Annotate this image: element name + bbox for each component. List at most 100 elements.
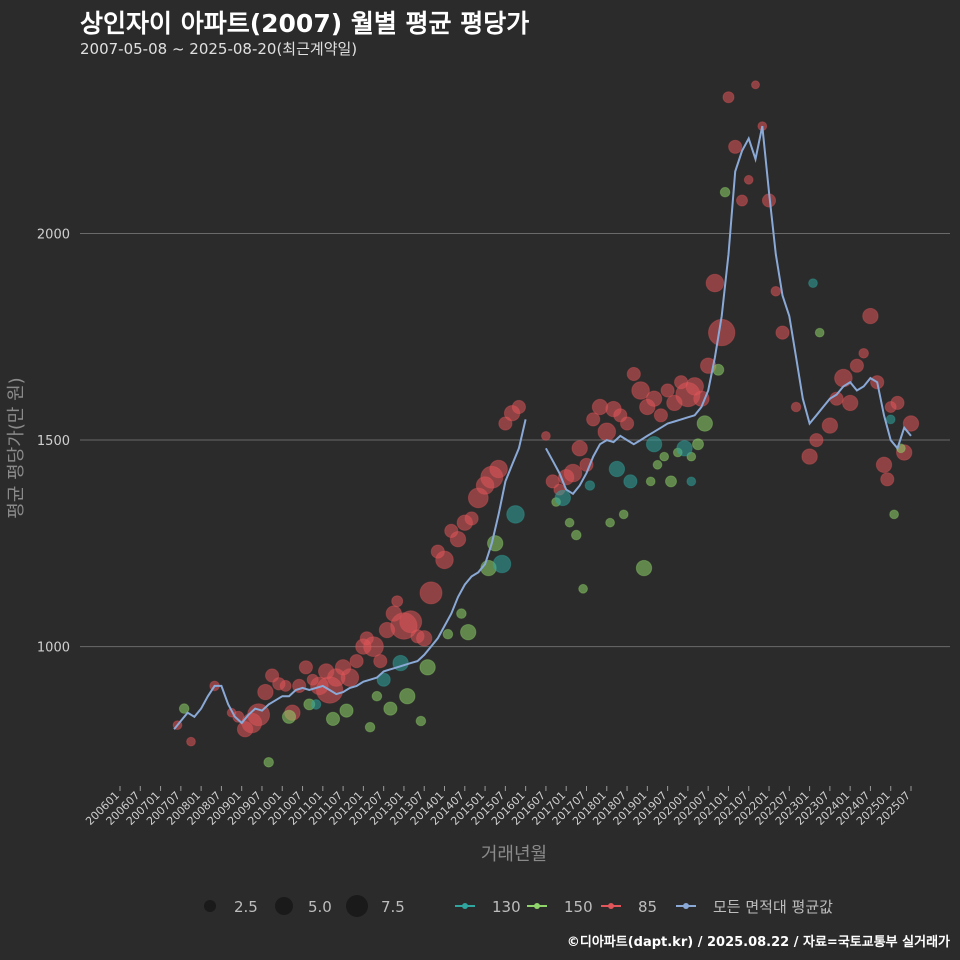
- point-150: [371, 690, 383, 702]
- point-150: [364, 721, 376, 733]
- point-85: [902, 415, 920, 432]
- point-85: [186, 736, 196, 747]
- point-130: [310, 699, 322, 710]
- point-150: [178, 703, 190, 714]
- point-130: [492, 554, 512, 574]
- point-150: [399, 688, 416, 705]
- point-130: [676, 440, 693, 457]
- point-85: [449, 531, 467, 548]
- point-85: [399, 610, 423, 634]
- point-85: [743, 174, 754, 185]
- point-85: [631, 381, 650, 400]
- point-85: [842, 394, 859, 412]
- point-150: [339, 703, 354, 718]
- legend-series-marker: [683, 903, 689, 909]
- point-150: [659, 451, 670, 462]
- point-85: [232, 710, 245, 723]
- point-130: [608, 460, 626, 478]
- y-tick-label: 2000: [37, 228, 70, 243]
- point-150: [618, 509, 629, 520]
- point-130: [506, 505, 525, 524]
- legend-series-label: 85: [638, 898, 657, 916]
- point-85: [349, 654, 364, 669]
- point-150: [889, 509, 899, 520]
- point-85: [363, 636, 384, 657]
- point-85: [880, 472, 895, 487]
- legend-series-label: 150: [564, 898, 593, 916]
- point-150: [578, 583, 588, 594]
- point-130: [645, 436, 663, 453]
- point-130: [376, 672, 391, 687]
- credit-text: ©디아파트(dapt.kr) / 2025.08.22 / 자료=국토교통부 실…: [566, 935, 950, 950]
- point-150: [665, 475, 677, 488]
- point-150: [263, 757, 275, 768]
- point-150: [692, 438, 704, 451]
- point-150: [645, 476, 656, 487]
- point-85: [862, 307, 879, 325]
- average-line: [173, 125, 912, 730]
- point-85: [775, 325, 790, 340]
- scatter-points: [172, 80, 920, 768]
- point-150: [712, 363, 725, 376]
- point-130: [808, 278, 818, 289]
- point-85: [563, 463, 583, 483]
- point-85: [660, 383, 675, 398]
- legend-series-marker: [608, 903, 614, 909]
- point-150: [419, 659, 436, 676]
- point-150: [325, 711, 341, 727]
- point-85: [511, 399, 527, 415]
- point-85: [620, 416, 635, 431]
- point-85: [705, 273, 725, 293]
- legend-size-marker: [275, 897, 293, 915]
- point-150: [456, 608, 467, 619]
- point-85: [801, 448, 818, 465]
- point-85: [419, 581, 443, 605]
- point-85: [770, 286, 782, 297]
- point-130: [554, 489, 571, 507]
- point-150: [696, 415, 713, 432]
- point-85: [708, 318, 736, 347]
- point-85: [653, 408, 669, 423]
- point-85: [464, 511, 479, 526]
- point-85: [391, 595, 404, 608]
- legend-size-label: 7.5: [381, 898, 405, 916]
- point-85: [586, 412, 601, 427]
- y-axis-label: 평균 평당가(만 원): [6, 377, 27, 518]
- point-85: [591, 398, 609, 416]
- y-tick-label: 1000: [37, 641, 70, 656]
- legend-size-marker: [204, 900, 216, 912]
- point-85: [751, 80, 760, 90]
- legend-series-marker: [462, 903, 468, 909]
- point-150: [605, 517, 615, 528]
- point-85: [875, 456, 893, 473]
- point-85: [571, 440, 588, 457]
- point-150: [571, 529, 582, 541]
- y-axis-ticks: 1000 1500 2000: [37, 228, 70, 656]
- legend-series-label: 모든 면적대 평균값: [713, 898, 833, 916]
- point-150: [281, 709, 297, 724]
- point-150: [814, 327, 825, 338]
- point-85: [545, 474, 560, 489]
- point-130: [885, 414, 896, 425]
- point-150: [719, 186, 731, 198]
- point-130: [584, 480, 596, 491]
- point-85: [821, 417, 839, 434]
- point-150: [383, 701, 398, 716]
- legend-series-label: 130: [492, 898, 521, 916]
- point-150: [635, 559, 653, 577]
- point-85: [373, 654, 388, 669]
- legend-size-label: 2.5: [234, 898, 258, 916]
- legend-size-label: 5.0: [308, 898, 332, 916]
- point-85: [645, 390, 663, 407]
- point-85: [858, 348, 870, 359]
- gridlines: [80, 233, 950, 648]
- point-85: [489, 459, 508, 479]
- point-85: [435, 550, 454, 570]
- point-85: [257, 683, 274, 701]
- point-85: [626, 366, 641, 382]
- point-85: [890, 395, 905, 410]
- legend-size-marker: [346, 895, 368, 917]
- point-150: [460, 624, 477, 641]
